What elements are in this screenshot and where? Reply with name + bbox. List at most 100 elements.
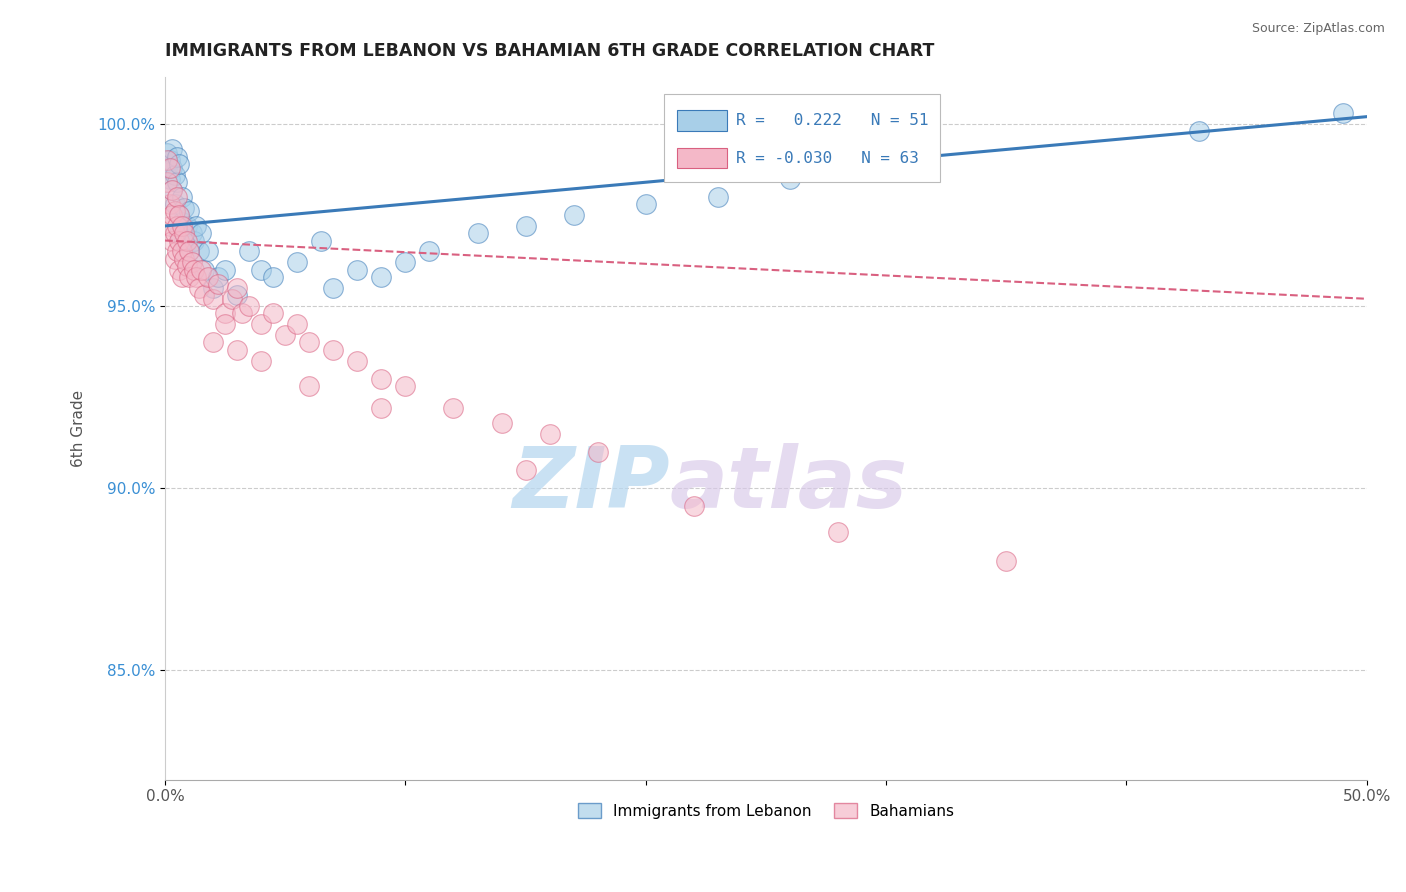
Point — [183, 234, 205, 248]
Point — [166, 150, 188, 164]
Point — [370, 269, 392, 284]
Point — [250, 318, 273, 332]
Point — [443, 401, 465, 415]
Point — [170, 215, 193, 229]
FancyBboxPatch shape — [678, 111, 727, 131]
Point — [176, 219, 198, 233]
Point — [190, 262, 212, 277]
Text: R =   0.222   N = 51: R = 0.222 N = 51 — [735, 113, 928, 128]
Point — [285, 255, 308, 269]
Point — [467, 226, 489, 240]
Point — [162, 182, 184, 196]
Point — [298, 335, 321, 350]
Point — [285, 318, 308, 332]
Point — [170, 269, 193, 284]
FancyBboxPatch shape — [678, 147, 727, 168]
Point — [187, 281, 209, 295]
FancyBboxPatch shape — [664, 95, 941, 182]
Point — [159, 161, 181, 175]
Point — [193, 288, 215, 302]
Point — [169, 208, 191, 222]
Point — [346, 353, 368, 368]
Point — [274, 328, 297, 343]
Point — [169, 226, 191, 240]
Point — [193, 262, 215, 277]
Point — [162, 143, 184, 157]
Point — [179, 204, 201, 219]
Point — [322, 281, 344, 295]
Point — [169, 234, 191, 248]
Point — [176, 259, 198, 273]
Point — [180, 226, 202, 240]
Point — [156, 146, 179, 161]
Point — [221, 292, 243, 306]
Point — [162, 182, 184, 196]
Point — [418, 244, 440, 259]
Point — [214, 318, 236, 332]
Point — [214, 262, 236, 277]
Point — [491, 416, 513, 430]
Point — [187, 244, 209, 259]
Point — [159, 153, 181, 168]
Point — [159, 197, 181, 211]
Point — [250, 353, 273, 368]
Point — [156, 175, 179, 189]
Point — [190, 226, 212, 240]
Point — [159, 171, 181, 186]
Point — [186, 219, 208, 233]
Point — [162, 234, 184, 248]
Point — [370, 401, 392, 415]
Point — [169, 157, 191, 171]
Point — [370, 372, 392, 386]
Point — [156, 161, 179, 175]
Point — [226, 288, 249, 302]
Point — [197, 269, 219, 284]
Point — [166, 219, 188, 233]
Point — [163, 204, 186, 219]
Point — [1331, 106, 1354, 120]
Text: IMMIGRANTS FROM LEBANON VS BAHAMIAN 6TH GRADE CORRELATION CHART: IMMIGRANTS FROM LEBANON VS BAHAMIAN 6TH … — [165, 42, 935, 60]
Point — [179, 269, 201, 284]
Point — [682, 500, 704, 514]
Point — [163, 197, 186, 211]
Point — [262, 269, 284, 284]
Point — [707, 190, 730, 204]
Point — [163, 252, 186, 266]
Point — [176, 234, 198, 248]
Point — [183, 262, 205, 277]
Point — [173, 234, 195, 248]
Point — [179, 244, 201, 259]
Text: atlas: atlas — [669, 442, 908, 526]
Point — [346, 262, 368, 277]
Point — [159, 219, 181, 233]
Point — [202, 292, 225, 306]
Point — [394, 255, 416, 269]
Point — [163, 226, 186, 240]
Point — [169, 208, 191, 222]
Point — [162, 208, 184, 222]
Point — [226, 281, 249, 295]
Point — [538, 426, 561, 441]
Point — [173, 252, 195, 266]
Point — [875, 153, 897, 168]
Point — [238, 299, 260, 313]
Legend: Immigrants from Lebanon, Bahamians: Immigrants from Lebanon, Bahamians — [571, 797, 960, 825]
Point — [586, 444, 609, 458]
Point — [186, 269, 208, 284]
Point — [180, 255, 202, 269]
Point — [207, 269, 229, 284]
Point — [163, 168, 186, 182]
Point — [179, 244, 201, 259]
Point — [170, 244, 193, 259]
Point — [322, 343, 344, 357]
Point — [169, 262, 191, 277]
Point — [226, 343, 249, 357]
Point — [202, 281, 225, 295]
Point — [634, 197, 657, 211]
Point — [207, 277, 229, 292]
Point — [166, 244, 188, 259]
Point — [311, 234, 333, 248]
Point — [779, 171, 801, 186]
Point — [250, 262, 273, 277]
Text: ZIP: ZIP — [512, 442, 669, 526]
